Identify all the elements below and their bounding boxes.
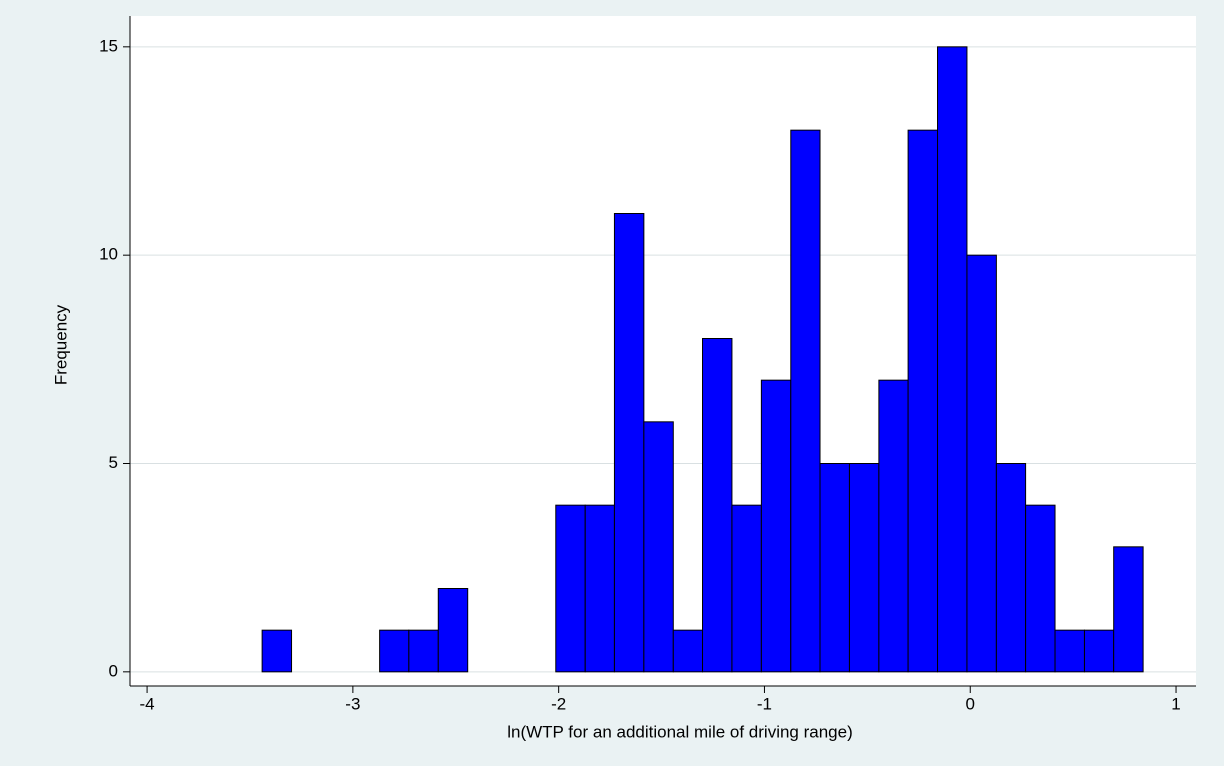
bar: [1083, 629, 1115, 673]
bar: [1025, 504, 1056, 673]
bar: [613, 213, 645, 673]
x-tick-label: 1: [1171, 694, 1180, 713]
bar: [643, 421, 674, 673]
bar: [437, 588, 469, 673]
bar: [379, 629, 410, 673]
bar: [731, 504, 762, 673]
bar: [907, 129, 939, 673]
bar: [261, 629, 293, 673]
bar: [702, 338, 733, 673]
y-tick-label: 15: [99, 36, 118, 55]
bar: [672, 629, 704, 673]
bar: [819, 463, 850, 673]
y-tick-label: 10: [99, 245, 118, 264]
bar: [995, 463, 1027, 673]
bar: [555, 504, 586, 673]
bar: [1113, 546, 1144, 673]
bar: [790, 129, 821, 673]
bar: [878, 379, 909, 673]
bar: [760, 379, 792, 673]
x-axis-title: ln(WTP for an additional mile of driving…: [507, 722, 853, 741]
x-tick-label: 0: [966, 694, 975, 713]
x-tick-label: -1: [757, 694, 772, 713]
bar: [408, 629, 439, 673]
x-tick-label: -2: [551, 694, 566, 713]
y-tick-label: 0: [109, 661, 118, 680]
y-axis-title: Frequency: [51, 304, 70, 385]
bar: [1054, 629, 1085, 673]
bar: [966, 254, 997, 673]
bar: [848, 463, 880, 673]
y-tick-label: 5: [109, 453, 118, 472]
x-tick-label: -4: [140, 694, 155, 713]
bar: [584, 504, 615, 673]
x-tick-label: -3: [345, 694, 360, 713]
bar: [937, 46, 968, 673]
